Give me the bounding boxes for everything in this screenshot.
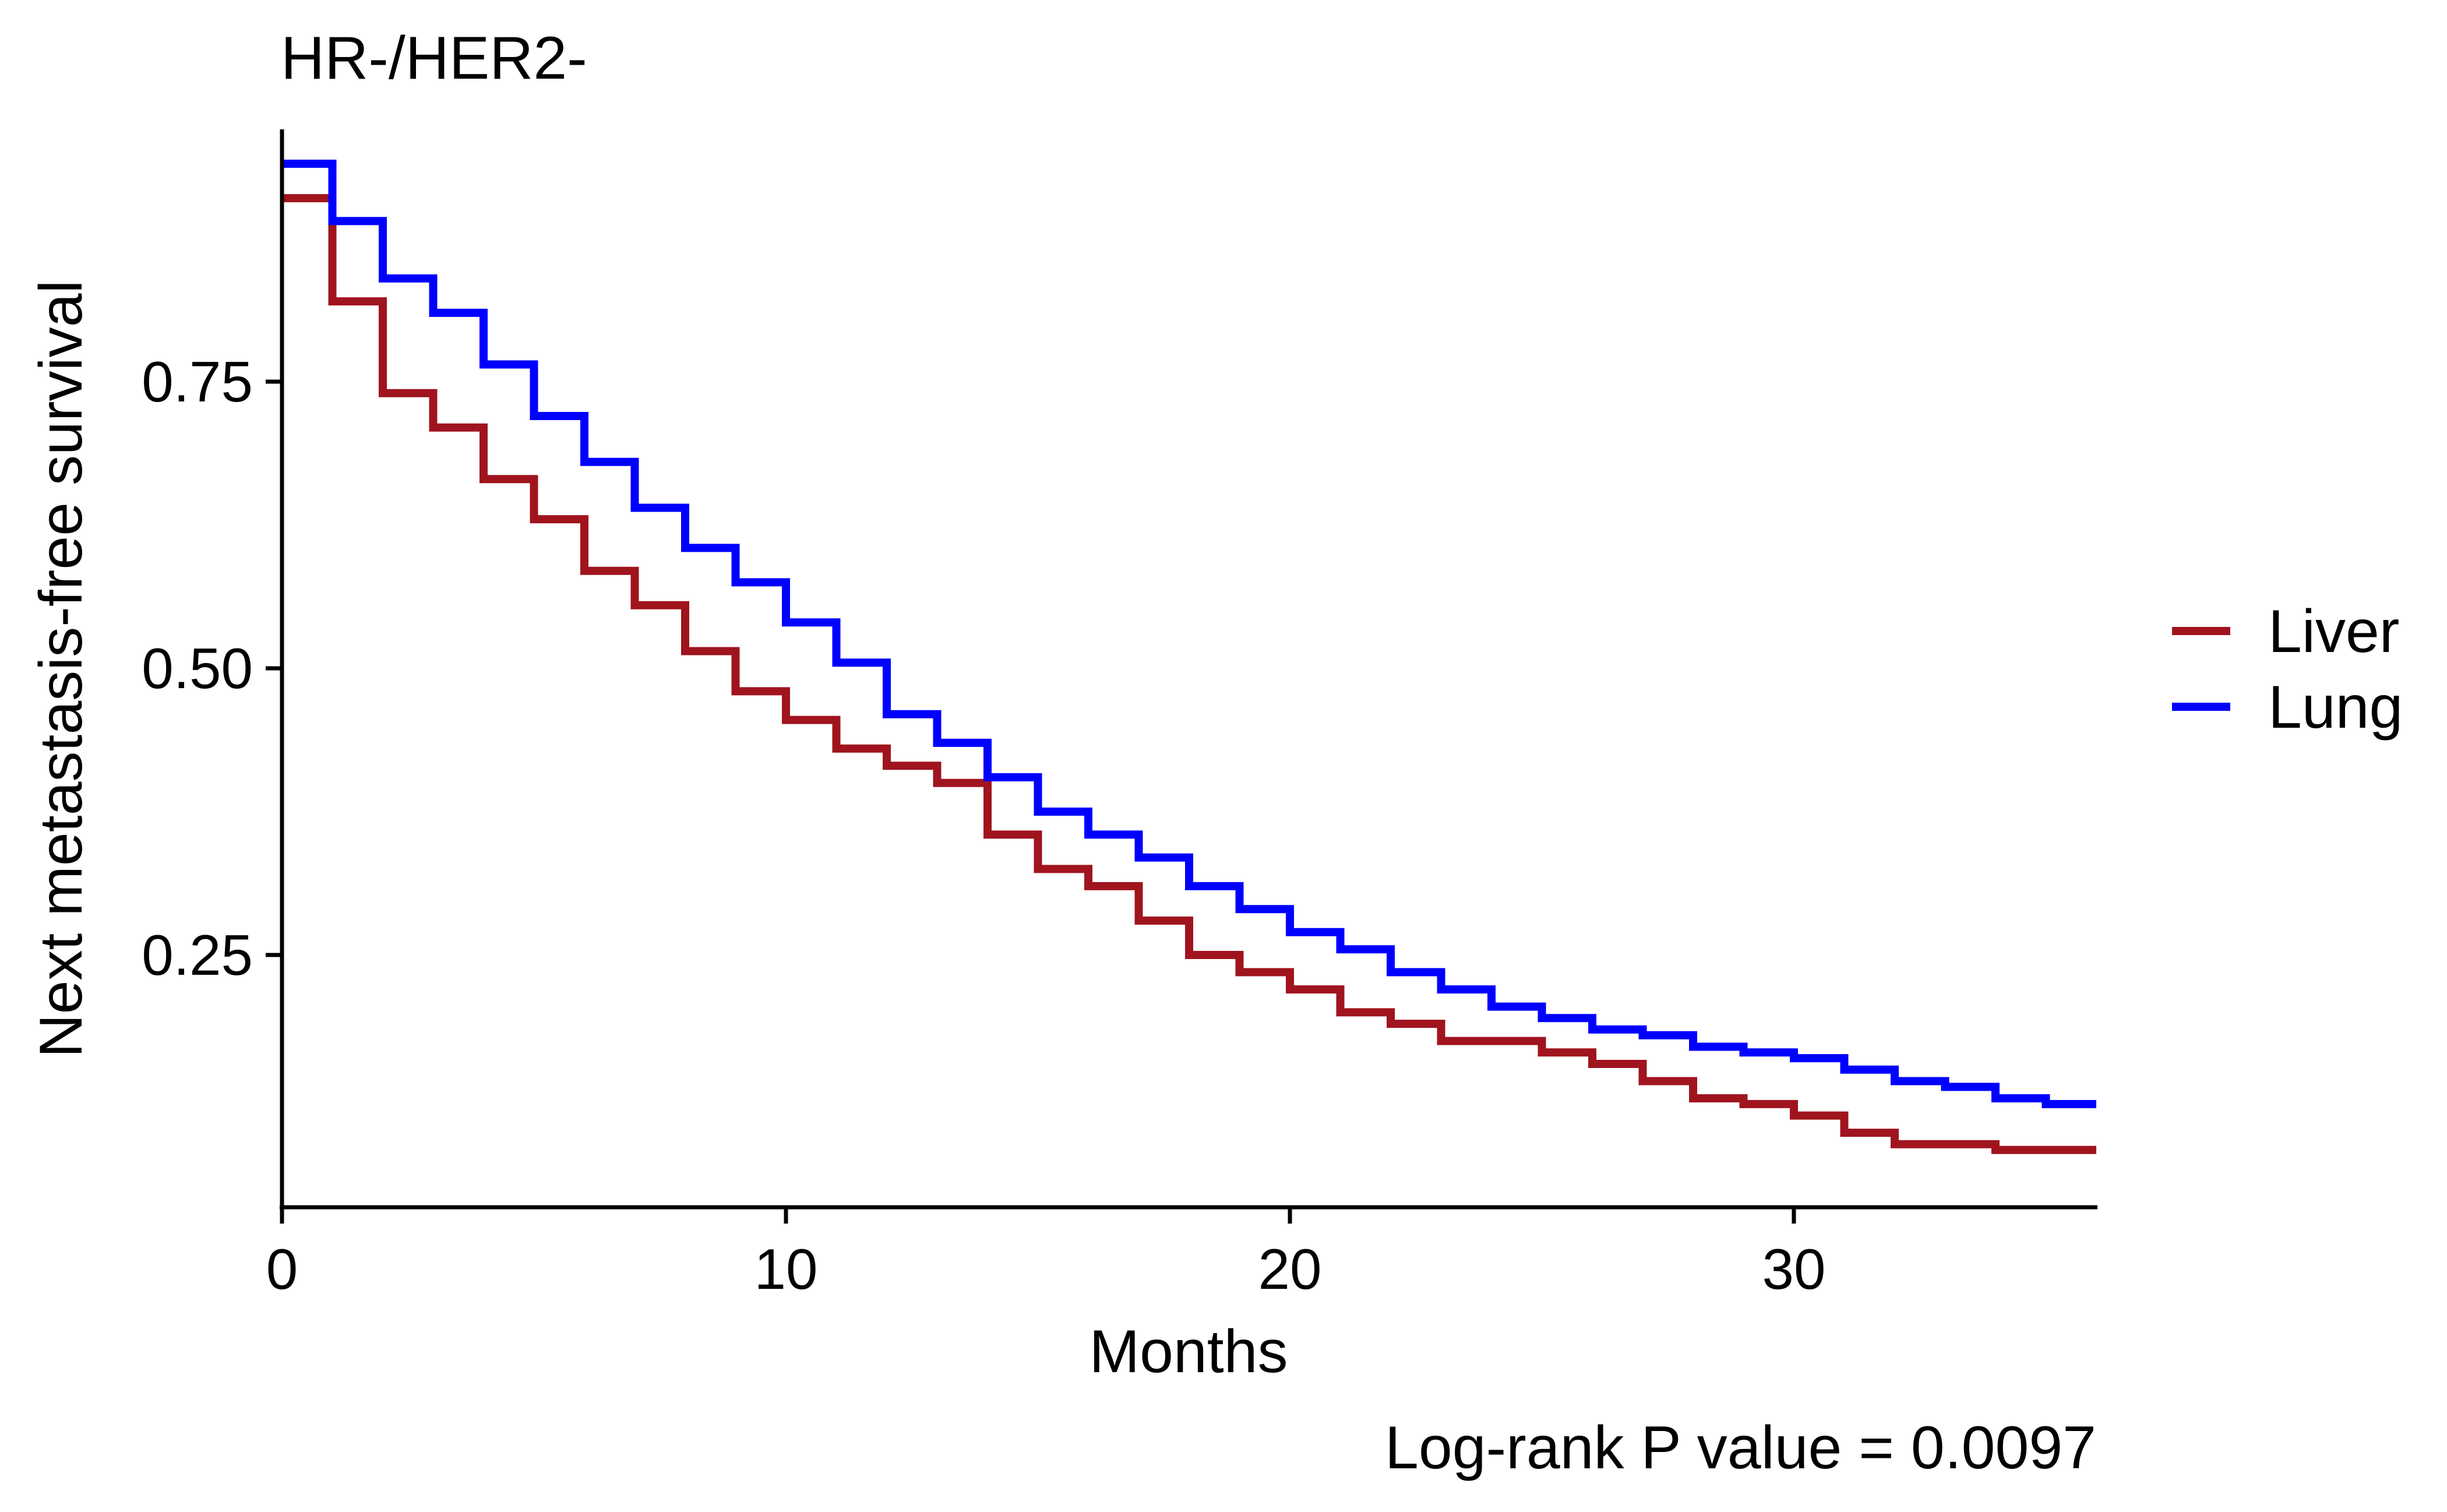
legend-label-liver: Liver bbox=[2268, 598, 2399, 665]
y-tick-label: 0.25 bbox=[142, 923, 253, 987]
x-ticks: 0 10 20 30 bbox=[266, 1207, 1826, 1301]
log-rank-annotation: Log-rank P value = 0.0097 bbox=[1385, 1414, 2096, 1482]
x-tick-label: 30 bbox=[1762, 1237, 1825, 1301]
legend-label-lung: Lung bbox=[2268, 674, 2403, 741]
y-tick-label: 0.50 bbox=[142, 636, 253, 700]
y-tick-label: 0.75 bbox=[142, 350, 253, 414]
y-axis-label: Next metastasis-free survival bbox=[27, 280, 95, 1058]
x-tick-label: 0 bbox=[266, 1237, 298, 1301]
legend: Liver Lung bbox=[2172, 598, 2403, 741]
x-tick-label: 20 bbox=[1258, 1237, 1321, 1301]
x-axis-label: Months bbox=[1089, 1318, 1288, 1386]
series-lung-curve bbox=[282, 160, 2096, 1108]
x-tick-label: 10 bbox=[754, 1237, 817, 1301]
series-liver-curve bbox=[282, 194, 2096, 1154]
chart-title: HR-/HER2- bbox=[281, 24, 587, 92]
y-ticks: 0.25 0.50 0.75 bbox=[142, 350, 282, 987]
curves-layer bbox=[282, 160, 2096, 1154]
